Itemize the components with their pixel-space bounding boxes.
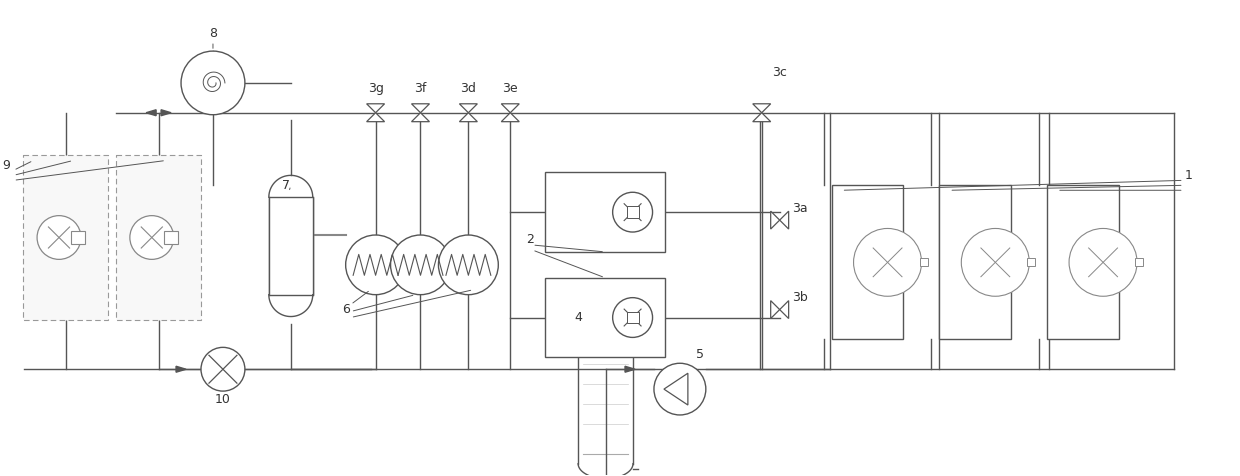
Text: 2: 2	[526, 234, 534, 247]
Bar	[1047, 185, 1118, 339]
Text: 7: 7	[281, 179, 290, 192]
Polygon shape	[176, 366, 186, 372]
Polygon shape	[412, 113, 429, 122]
Text: 3c: 3c	[773, 67, 787, 79]
Bar	[71, 230, 86, 245]
Text: 8: 8	[210, 27, 217, 40]
Text: 5: 5	[696, 348, 704, 361]
Polygon shape	[501, 113, 520, 122]
Bar	[24, 156, 108, 319]
Polygon shape	[501, 104, 520, 113]
Circle shape	[613, 192, 652, 232]
Polygon shape	[780, 211, 789, 229]
Polygon shape	[367, 104, 384, 113]
Text: 4: 4	[574, 311, 582, 324]
Bar	[626, 312, 639, 324]
Circle shape	[961, 228, 1029, 296]
Bar	[1028, 258, 1035, 267]
Text: 3f: 3f	[414, 82, 427, 95]
Polygon shape	[663, 373, 688, 405]
Circle shape	[1069, 228, 1137, 296]
Polygon shape	[459, 104, 477, 113]
Bar	[164, 230, 177, 245]
Polygon shape	[161, 110, 171, 116]
Polygon shape	[753, 113, 771, 122]
Circle shape	[653, 363, 706, 415]
Text: 3b: 3b	[792, 291, 807, 304]
Bar	[920, 258, 928, 267]
Circle shape	[130, 216, 174, 259]
Bar	[626, 206, 639, 218]
Polygon shape	[771, 301, 780, 318]
Text: 3a: 3a	[792, 202, 807, 215]
Polygon shape	[771, 211, 780, 229]
Polygon shape	[625, 366, 635, 372]
Polygon shape	[753, 104, 771, 113]
Text: 1: 1	[1184, 169, 1193, 182]
Bar	[269, 197, 312, 295]
Bar	[939, 185, 1011, 339]
Circle shape	[613, 298, 652, 337]
Polygon shape	[412, 104, 429, 113]
Text: 6: 6	[342, 303, 350, 316]
Polygon shape	[459, 113, 477, 122]
Bar	[546, 172, 665, 252]
Circle shape	[181, 51, 244, 115]
Text: 10: 10	[215, 393, 231, 406]
Text: 3g: 3g	[367, 82, 383, 95]
Polygon shape	[146, 110, 156, 116]
Polygon shape	[367, 113, 384, 122]
Text: 3e: 3e	[502, 82, 518, 95]
Circle shape	[439, 235, 498, 295]
Bar	[117, 156, 201, 319]
Circle shape	[201, 347, 244, 391]
Text: 3d: 3d	[460, 82, 476, 95]
Polygon shape	[780, 301, 789, 318]
Bar	[546, 278, 665, 357]
Text: 9: 9	[2, 159, 10, 172]
Circle shape	[346, 235, 405, 295]
Bar	[832, 185, 904, 339]
Circle shape	[391, 235, 450, 295]
Circle shape	[37, 216, 81, 259]
Circle shape	[853, 228, 921, 296]
Bar	[1135, 258, 1143, 267]
